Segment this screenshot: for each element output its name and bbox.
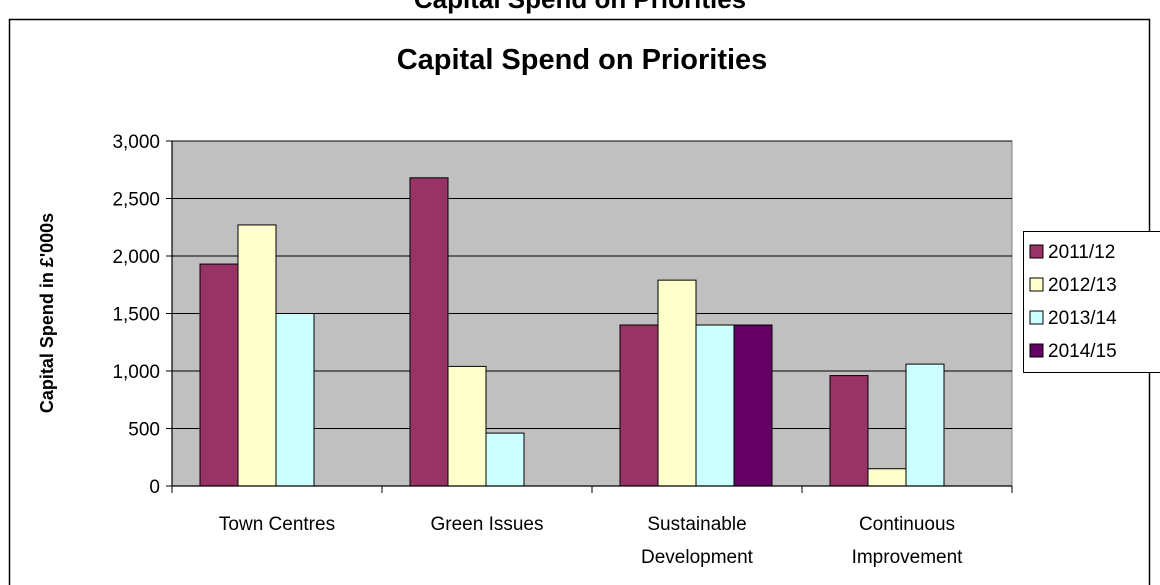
y-tick-labels: 0 500 1,000 1,500 2,000 2,500 3,000 bbox=[112, 132, 160, 498]
legend: 2011/12 2012/13 2013/14 2014/15 bbox=[1029, 242, 1117, 362]
y-tick-label: 2,500 bbox=[112, 190, 160, 211]
y-tick-label: 3,000 bbox=[112, 132, 160, 153]
legend-swatch bbox=[1029, 244, 1044, 259]
x-tick-labels: Town Centres Green Issues Sustainable Devel… bbox=[219, 514, 963, 568]
legend-box bbox=[1023, 231, 1160, 373]
axes bbox=[166, 140, 1013, 493]
x-tick-label: Sustainable Development bbox=[641, 514, 754, 568]
bar-2013-14-3 bbox=[905, 363, 945, 487]
bar-2011-12-2 bbox=[619, 324, 659, 487]
bar-2014-15-2 bbox=[733, 324, 773, 487]
bar-2011-12-3 bbox=[829, 375, 869, 487]
bar-2013-14-2 bbox=[695, 324, 735, 487]
bar-2012-13-3 bbox=[867, 468, 907, 487]
y-tick-label: 1,000 bbox=[112, 362, 160, 383]
legend-label: 2014/15 bbox=[1048, 341, 1117, 362]
legend-label: 2013/14 bbox=[1048, 308, 1117, 329]
y-tick-label: 0 bbox=[149, 477, 160, 498]
legend-swatch bbox=[1029, 310, 1044, 325]
x-tick-label: Continuous Improvement bbox=[852, 514, 964, 568]
bar-2013-14-1 bbox=[485, 432, 525, 487]
legend-label: 2011/12 bbox=[1048, 242, 1115, 263]
chart-title: Capital Spend on Priorities bbox=[397, 44, 768, 76]
legend-swatch bbox=[1029, 277, 1044, 292]
y-axis-title: Capital Spend in £'000s bbox=[37, 213, 57, 413]
bar-2011-12-1 bbox=[409, 177, 449, 487]
legend-swatch bbox=[1029, 343, 1044, 358]
y-tick-label: 2,000 bbox=[112, 247, 160, 268]
legend-label: 2012/13 bbox=[1048, 275, 1117, 296]
y-tick-label: 500 bbox=[128, 420, 160, 441]
y-tick-label: 1,500 bbox=[112, 305, 160, 326]
bar-2012-13-1 bbox=[447, 365, 487, 487]
top-caption: Capital Spend on Priorities bbox=[414, 0, 746, 14]
bar-2013-14-0 bbox=[275, 313, 315, 487]
bar-2012-13-2 bbox=[657, 279, 697, 487]
x-tick-label: Town Centres bbox=[219, 514, 335, 535]
x-tick-label: Green Issues bbox=[431, 514, 544, 535]
bar-2012-13-0 bbox=[237, 224, 277, 487]
bar-2011-12-0 bbox=[199, 263, 239, 487]
